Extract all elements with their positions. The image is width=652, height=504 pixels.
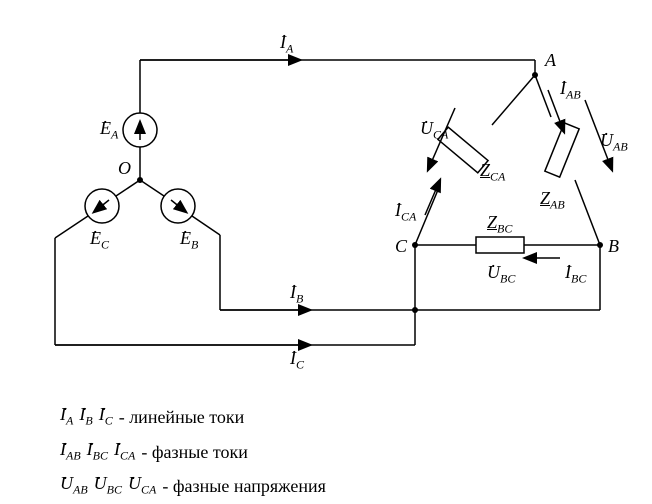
legend-line-currents: .IA .IB .IC - линейные токи	[60, 400, 326, 435]
IAB-label: .IAB	[560, 78, 581, 103]
Z-CA-label: ZCA	[480, 160, 505, 185]
IB-label: .IB	[290, 282, 303, 307]
node-O-label: O	[118, 158, 131, 179]
UBC-label: .UBC	[487, 262, 515, 287]
node-B-label: B	[608, 236, 619, 257]
circuit-diagram: { "type": "circuit-diagram", "canvas": {…	[0, 0, 652, 501]
source-EA-label: .EA	[100, 118, 118, 143]
legend-phase-voltages: .UAB .UBC .UCA - фазные напряжения	[60, 469, 326, 504]
node-C-label: C	[395, 236, 407, 257]
ICA-label: .ICA	[395, 200, 416, 225]
IBC-label: .IBC	[565, 262, 586, 287]
source-EC-label: .EC	[90, 228, 109, 253]
Z-BC-label: ZBC	[487, 212, 512, 237]
UAB-label: .UAB	[600, 130, 628, 155]
IC-label: .IC	[290, 348, 304, 373]
legend: .IA .IB .IC - линейные токи .IAB .IBC .I…	[60, 400, 326, 504]
Z-AB-label: ZAB	[540, 188, 565, 213]
source-EB-label: .EB	[180, 228, 198, 253]
node-A-label: A	[545, 50, 556, 71]
UCA-label: .UCA	[420, 118, 448, 143]
IA-label: .IA	[280, 32, 293, 57]
